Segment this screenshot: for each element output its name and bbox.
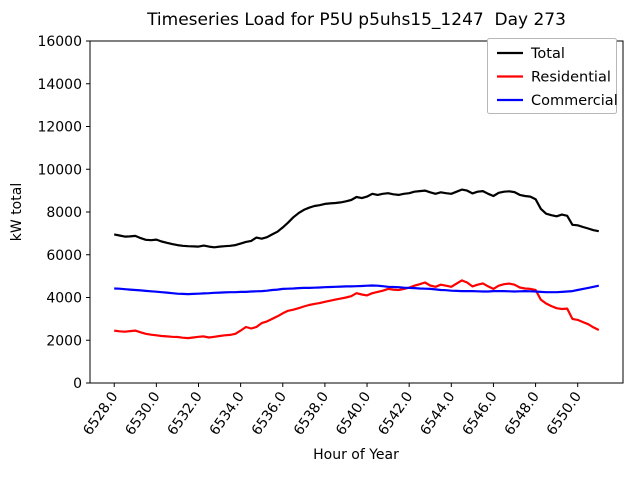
- series-line-commercial: [114, 284, 600, 296]
- x-tick-label: 6530.0: [122, 389, 163, 438]
- y-axis-label: kW total: [9, 183, 25, 241]
- y-tick-label: 8000: [46, 205, 82, 221]
- y-tick-label: 14000: [37, 77, 82, 93]
- legend-label-residential: Residential: [531, 70, 611, 86]
- legend: Total Residential Commercial: [487, 38, 618, 114]
- x-tick-label: 6538.0: [291, 389, 332, 438]
- y-tick-label: 4000: [46, 291, 82, 307]
- x-tick-label: 6540.0: [333, 389, 374, 438]
- x-tick-label: 6548.0: [502, 389, 543, 438]
- y-tick-label: 6000: [46, 248, 82, 264]
- series-line-total: [113, 188, 600, 249]
- y-tick-label: 2000: [46, 333, 82, 349]
- x-tick-label: 6542.0: [375, 389, 416, 438]
- series-lines: [113, 188, 600, 340]
- x-axis-label: Hour of Year: [313, 447, 399, 463]
- y-tick-label: 16000: [37, 34, 82, 50]
- x-tick-label: 6550.0: [544, 389, 585, 438]
- y-tick-label: 10000: [37, 162, 82, 178]
- x-tick-label: 6536.0: [249, 389, 290, 438]
- legend-label-commercial: Commercial: [531, 93, 618, 109]
- x-tick-label: 6546.0: [460, 389, 501, 438]
- y-tick-label: 0: [73, 376, 82, 392]
- x-tick-label: 6528.0: [80, 389, 121, 438]
- x-tick-label: 6544.0: [417, 389, 458, 438]
- y-tick-label: 12000: [37, 120, 82, 136]
- x-tick-label: 6534.0: [207, 389, 248, 438]
- x-tick-label: 6532.0: [165, 389, 206, 438]
- series-line-residential: [114, 279, 600, 340]
- chart-title: Timeseries Load for P5U p5uhs15_1247 Day…: [147, 10, 566, 30]
- legend-box: [487, 38, 617, 114]
- legend-label-total: Total: [530, 46, 565, 62]
